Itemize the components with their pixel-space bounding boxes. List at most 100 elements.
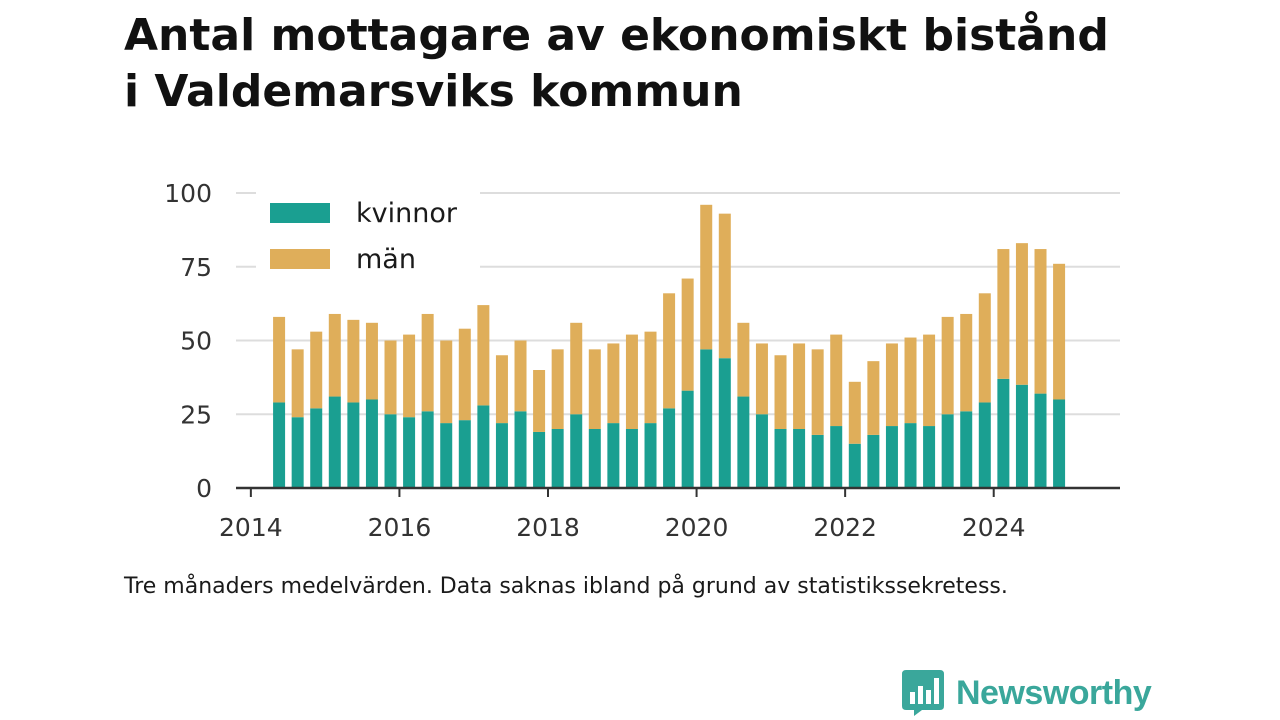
brand-name: Newsworthy <box>956 673 1152 712</box>
bar-man <box>328 313 341 397</box>
bar-man <box>533 370 546 432</box>
bar-man <box>440 340 453 424</box>
legend-swatch-kvinnor <box>270 203 330 223</box>
x-tick-label: 2018 <box>516 513 580 542</box>
bar-man <box>700 204 713 350</box>
bar-kvinnor <box>700 349 713 488</box>
bar-kvinnor <box>440 423 453 488</box>
bar-kvinnor <box>570 414 583 488</box>
bar-man <box>551 349 564 429</box>
x-tick-label: 2022 <box>813 513 877 542</box>
legend-swatch-man <box>270 249 330 269</box>
bar-kvinnor <box>328 396 341 488</box>
bar-kvinnor <box>533 431 546 488</box>
bar-man <box>663 293 676 409</box>
bar-kvinnor <box>793 429 806 488</box>
bar-kvinnor <box>310 408 323 488</box>
bar-man <box>1034 249 1047 394</box>
bar-kvinnor <box>495 423 508 488</box>
bar-man <box>365 322 378 400</box>
bar-man <box>625 334 638 429</box>
bar-kvinnor <box>941 414 954 488</box>
bar-kvinnor <box>904 423 917 488</box>
bar-kvinnor <box>625 429 638 488</box>
bar-kvinnor <box>774 429 787 488</box>
bar-man <box>570 322 583 415</box>
bar-man <box>941 316 954 415</box>
bar-kvinnor <box>347 402 360 488</box>
bar-man <box>403 334 416 418</box>
bar-man <box>848 381 861 444</box>
bar-man <box>291 349 304 418</box>
bar-kvinnor <box>644 423 657 488</box>
bar-kvinnor <box>1053 399 1066 488</box>
bar-kvinnor <box>997 378 1010 488</box>
chart-footnote: Tre månaders medelvärden. Data saknas ib… <box>124 574 1008 599</box>
bar-man <box>514 340 527 412</box>
bar-man <box>495 355 508 424</box>
stacked-bar-chart: 0 25 50 75 100 2014 2016 2018 2020 2022 2024 kvinno… <box>164 179 1120 542</box>
bar-man <box>793 343 806 429</box>
bar-kvinnor <box>681 390 694 488</box>
newsworthy-bars-icon <box>902 670 944 716</box>
legend-label-kvinnor: kvinnor <box>356 198 458 229</box>
brand-logo: Newsworthy <box>902 670 1152 716</box>
bar-kvinnor <box>403 417 416 488</box>
bar-man <box>681 278 694 391</box>
bar-kvinnor <box>1015 384 1028 488</box>
bar-man <box>310 331 323 409</box>
bar-man <box>477 305 490 406</box>
bar-kvinnor <box>273 402 286 488</box>
bar-man <box>904 337 917 424</box>
chart-title-line-2: i Valdemarsviks kommun <box>124 66 743 117</box>
x-tick-label: 2024 <box>962 513 1026 542</box>
bar-man <box>885 343 898 427</box>
bar-kvinnor <box>514 411 527 488</box>
bar-man <box>755 343 768 415</box>
bar-man <box>774 355 787 429</box>
bar-man <box>960 313 973 412</box>
bar-man <box>458 328 471 421</box>
bar-kvinnor <box>978 402 991 488</box>
bar-man <box>588 349 601 429</box>
y-tick-label: 25 <box>180 400 212 429</box>
x-tick-label: 2014 <box>219 513 283 542</box>
bar-kvinnor <box>848 443 861 488</box>
bar-kvinnor <box>421 411 434 488</box>
bar-man <box>737 322 750 397</box>
bar-kvinnor <box>811 434 824 488</box>
bar-kvinnor <box>885 426 898 488</box>
bar-man <box>384 340 397 415</box>
y-tick-label: 0 <box>196 474 212 503</box>
chart-title-line-1: Antal mottagare av ekonomiskt bistånd <box>124 10 1109 61</box>
bar-kvinnor <box>365 399 378 488</box>
bar-man <box>1015 243 1028 385</box>
bar-man <box>347 319 360 403</box>
bar-kvinnor <box>755 414 768 488</box>
x-tick-label: 2016 <box>368 513 432 542</box>
bar-kvinnor <box>663 408 676 488</box>
bar-kvinnor <box>291 417 304 488</box>
bar-man <box>607 343 620 424</box>
bar-kvinnor <box>588 429 601 488</box>
chart-title: Antal mottagare av ekonomiskt bistånd i … <box>124 8 1224 120</box>
legend-label-man: män <box>356 244 416 275</box>
bar-kvinnor <box>718 358 731 488</box>
bar-kvinnor <box>477 405 490 488</box>
y-tick-label: 100 <box>164 179 212 208</box>
bar-kvinnor <box>458 420 471 488</box>
bar-man <box>718 213 731 359</box>
bar-kvinnor <box>607 423 620 488</box>
bar-man <box>1053 263 1066 400</box>
bar-man <box>273 316 286 403</box>
bar-man <box>867 361 880 435</box>
bar-man <box>830 334 843 427</box>
bar-kvinnor <box>867 434 880 488</box>
bar-kvinnor <box>1034 393 1047 488</box>
bar-kvinnor <box>830 426 843 488</box>
bar-kvinnor <box>384 414 397 488</box>
x-tick-label: 2020 <box>665 513 729 542</box>
bar-kvinnor <box>551 429 564 488</box>
y-tick-label: 50 <box>180 327 212 356</box>
bar-man <box>997 249 1010 379</box>
